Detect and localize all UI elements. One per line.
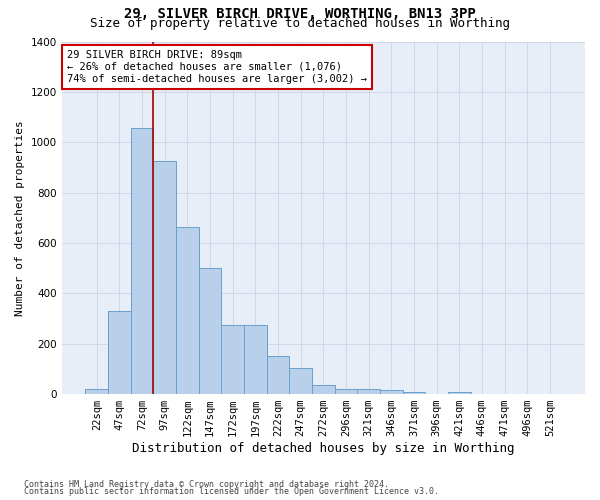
Bar [85,389,108,394]
Bar [244,325,266,394]
Bar [221,325,244,394]
Y-axis label: Number of detached properties: Number of detached properties [15,120,25,316]
Bar [403,392,425,394]
Bar [358,388,380,394]
Bar [380,390,403,394]
Bar [154,161,176,394]
Bar [312,384,335,394]
Bar [108,311,131,394]
Text: Size of property relative to detached houses in Worthing: Size of property relative to detached ho… [90,18,510,30]
Bar [266,356,289,394]
Text: Contains public sector information licensed under the Open Government Licence v3: Contains public sector information licen… [24,487,439,496]
X-axis label: Distribution of detached houses by size in Worthing: Distribution of detached houses by size … [132,442,515,455]
Text: 29, SILVER BIRCH DRIVE, WORTHING, BN13 3PP: 29, SILVER BIRCH DRIVE, WORTHING, BN13 3… [124,8,476,22]
Text: 29 SILVER BIRCH DRIVE: 89sqm
← 26% of detached houses are smaller (1,076)
74% of: 29 SILVER BIRCH DRIVE: 89sqm ← 26% of de… [67,50,367,84]
Bar [289,368,312,394]
Bar [176,226,199,394]
Bar [131,128,154,394]
Bar [448,392,470,394]
Bar [199,268,221,394]
Bar [335,388,358,394]
Text: Contains HM Land Registry data © Crown copyright and database right 2024.: Contains HM Land Registry data © Crown c… [24,480,389,489]
